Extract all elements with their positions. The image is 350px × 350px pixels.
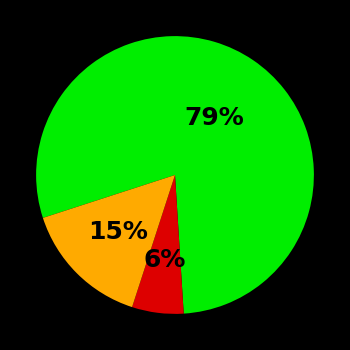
Wedge shape — [36, 36, 314, 314]
Text: 15%: 15% — [88, 220, 148, 244]
Text: 6%: 6% — [143, 248, 186, 272]
Wedge shape — [132, 175, 184, 314]
Wedge shape — [43, 175, 175, 307]
Text: 79%: 79% — [184, 106, 244, 130]
